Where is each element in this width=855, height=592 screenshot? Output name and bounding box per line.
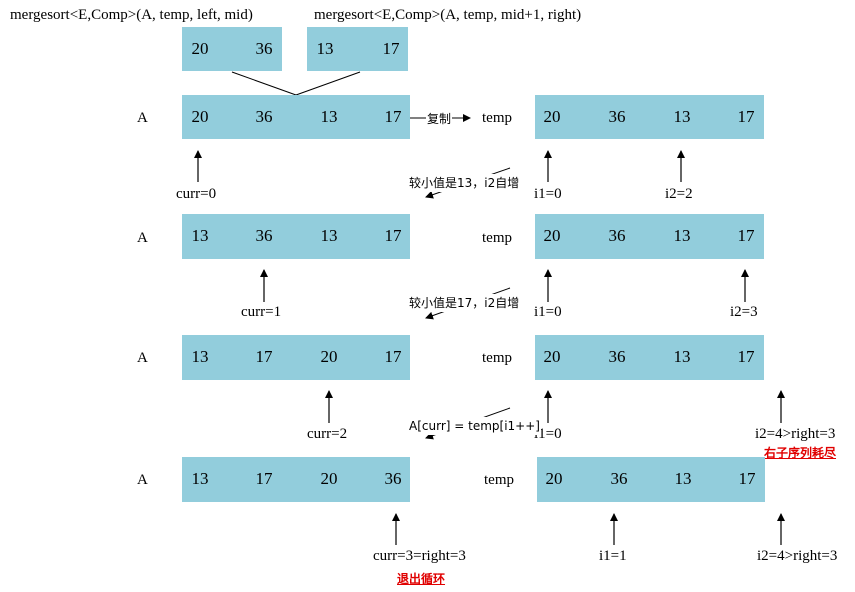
step-note: A[curr] = temp[i1++] [408,417,541,435]
warning-label: 退出循环 [397,572,446,586]
array-cell: 36 [255,107,273,126]
array-a-label: A [137,472,148,488]
i2-label: i2=4>right=3 [755,426,836,442]
array-cell: 13 [191,469,209,488]
array-cell: 13 [673,347,691,366]
array-a: 13 17 20 36 [182,457,410,502]
array-cell: 13 [316,39,334,58]
array-cell: 17 [737,347,755,366]
array-cell: 17 [384,226,402,245]
merge-line-left [231,71,297,96]
i2-label: i2=2 [665,186,693,202]
curr-label: curr=0 [176,186,217,202]
array-cell: 20 [543,347,561,366]
array-cell: 17 [255,469,273,488]
i2-label: i2=4>right=3 [757,548,838,564]
array-cell: 17 [738,469,756,488]
left-mergesort-call: mergesort<E,Comp>(A, temp, left, mid) [10,7,253,23]
array-cell: 20 [543,226,561,245]
array-temp: 20 36 13 17 [537,457,765,502]
array-cell: 17 [384,107,402,126]
array-cell: 13 [320,107,338,126]
array-cell: 20 [545,469,563,488]
array-cell: 36 [608,226,626,245]
array-temp: 20 36 13 17 [535,214,764,259]
array-a: 13 36 13 17 [182,214,410,259]
array-cell: 17 [737,107,755,126]
array-cell: 20 [543,107,561,126]
array-cell: 13 [191,226,209,245]
step-note: 较小值是13，i2自增 [408,174,521,192]
array-cell: 13 [673,107,691,126]
array-cell: 36 [255,226,273,245]
array-cell: 36 [610,469,628,488]
array-cell: 17 [382,39,400,58]
array-temp-label: temp [482,110,512,126]
array-a-label: A [137,350,148,366]
left-subarray: 20 36 [182,27,282,71]
warning-label: 右子序列耗尽 [764,446,837,460]
array-cell: 36 [384,469,402,488]
array-cell: 20 [191,39,209,58]
curr-label: curr=3=right=3 [373,548,466,564]
array-cell: 20 [191,107,209,126]
array-cell: 13 [674,469,692,488]
array-cell: 36 [255,39,273,58]
array-cell: 13 [191,347,209,366]
array-cell: 13 [673,226,691,245]
array-a: 20 36 13 17 [182,95,410,139]
merge-line-right [295,71,361,96]
array-temp: 20 36 13 17 [535,335,764,380]
array-a-label: A [137,110,148,126]
i2-label: i2=3 [730,304,758,320]
array-temp-label: temp [484,472,514,488]
i1-label: i1=0 [534,304,562,320]
curr-label: curr=2 [307,426,348,442]
step-note: 较小值是17，i2自增 [408,294,521,312]
i1-label: i1=1 [599,548,627,564]
array-cell: 17 [737,226,755,245]
array-temp-label: temp [482,230,512,246]
array-temp-label: temp [482,350,512,366]
array-cell: 17 [384,347,402,366]
array-cell: 20 [320,347,338,366]
array-cell: 13 [320,226,338,245]
array-a-label: A [137,230,148,246]
right-mergesort-call: mergesort<E,Comp>(A, temp, mid+1, right) [314,7,582,23]
array-cell: 36 [608,107,626,126]
curr-label: curr=1 [241,304,282,320]
array-temp: 20 36 13 17 [535,95,764,139]
array-a: 13 17 20 17 [182,335,410,380]
array-cell: 17 [255,347,273,366]
copy-label: 复制 [426,110,453,128]
i1-label: i1=0 [534,186,562,202]
array-cell: 36 [608,347,626,366]
right-subarray: 13 17 [307,27,408,71]
array-cell: 20 [320,469,338,488]
